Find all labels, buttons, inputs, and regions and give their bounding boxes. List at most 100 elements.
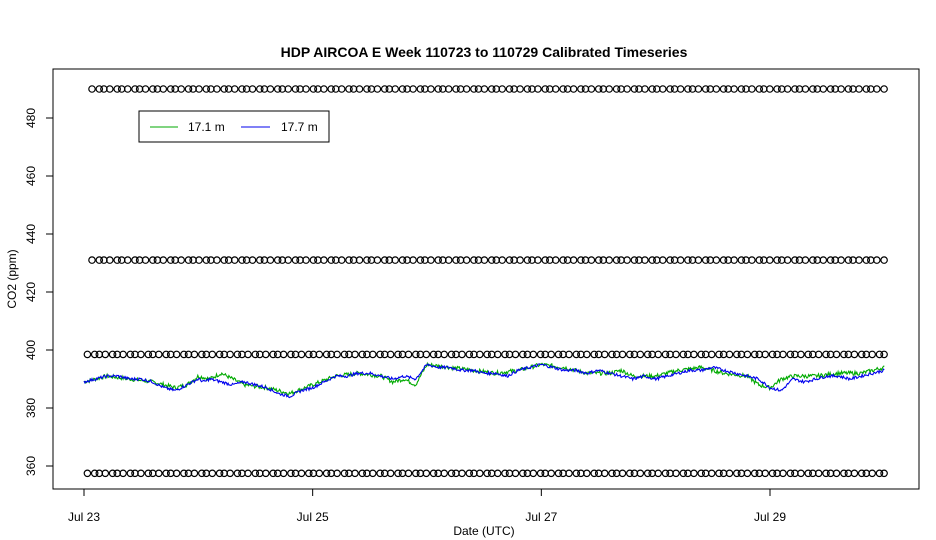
point-calibration-upper-106	[719, 256, 728, 264]
point-calibration-top-111	[748, 85, 756, 93]
point-calibration-upper-76	[541, 256, 550, 264]
series-lines	[83, 361, 885, 399]
point-calibration-bottom-112	[750, 469, 759, 478]
point-calibration-bottom-36	[297, 469, 306, 478]
point-calibration-lower-60	[440, 350, 449, 359]
point-calibration-top-64	[470, 85, 478, 93]
point-calibration-bottom-87	[600, 469, 609, 478]
point-calibration-lower-84	[582, 350, 591, 359]
point-calibration-bottom-96	[654, 469, 663, 478]
point-calibration-lower-87	[600, 350, 609, 359]
point-calibration-lower-76	[536, 350, 545, 359]
point-calibration-bottom-9	[137, 469, 145, 478]
point-calibration-upper-66	[480, 256, 489, 264]
point-calibration-top-96	[658, 85, 667, 93]
point-calibration-lower-42	[333, 350, 341, 359]
point-calibration-upper-64	[470, 256, 478, 264]
point-calibration-bottom-133	[875, 469, 884, 478]
point-calibration-top-28	[255, 85, 264, 93]
point-calibration-lower-25	[233, 350, 242, 359]
legend-label-17-7: 17.7 m	[281, 120, 318, 134]
point-calibration-top-21	[213, 85, 221, 93]
point-calibration-lower-106	[715, 350, 723, 359]
point-calibration-upper-73	[523, 256, 532, 264]
point-calibration-bottom-6	[119, 469, 127, 478]
point-calibration-upper-70	[505, 256, 514, 264]
point-calibration-lower-67	[483, 350, 491, 359]
point-calibration-upper-16	[184, 256, 193, 264]
point-calibration-lower-127	[840, 350, 848, 359]
point-calibration-upper-31	[273, 256, 282, 264]
point-calibration-bottom-61	[447, 469, 456, 478]
point-calibration-upper-78	[551, 256, 560, 264]
point-calibration-upper-75	[534, 256, 542, 264]
point-calibration-bottom-121	[804, 469, 813, 478]
point-calibration-upper-54	[409, 256, 417, 264]
point-calibration-lower-57	[422, 350, 431, 359]
legend-label-17-1: 17.1 m	[188, 120, 225, 134]
point-calibration-bottom-129	[850, 469, 859, 478]
point-calibration-upper-102	[694, 256, 703, 264]
point-calibration-bottom-75	[529, 469, 538, 478]
point-calibration-top-9	[141, 85, 150, 93]
point-calibration-upper-133	[880, 256, 888, 264]
point-calibration-bottom-48	[368, 469, 377, 478]
point-calibration-bottom-1	[90, 469, 99, 478]
point-calibration-bottom-78	[547, 469, 556, 478]
point-calibration-top-54	[409, 85, 417, 93]
point-calibration-bottom-91	[625, 469, 634, 478]
point-calibration-upper-79	[559, 256, 567, 264]
point-calibration-bottom-39	[315, 469, 324, 478]
point-calibration-upper-39	[320, 256, 328, 264]
point-calibration-lower-126	[832, 350, 841, 359]
point-calibration-bottom-66	[475, 469, 484, 478]
point-calibration-upper-112	[755, 256, 764, 264]
point-calibration-upper-96	[658, 256, 667, 264]
y-tick-label-380: 380	[24, 398, 38, 418]
point-calibration-bottom-34	[287, 469, 295, 478]
point-calibration-bottom-16	[180, 469, 188, 478]
point-calibration-upper-0	[88, 256, 96, 264]
point-calibration-top-19	[202, 85, 211, 93]
point-calibration-bottom-49	[376, 469, 384, 478]
point-calibration-top-49	[380, 85, 389, 93]
point-calibration-bottom-79	[554, 469, 563, 478]
point-calibration-bottom-102	[690, 469, 698, 478]
point-calibration-lower-82	[572, 350, 581, 359]
point-calibration-top-118	[791, 85, 799, 93]
point-calibration-top-112	[755, 85, 764, 93]
point-calibration-upper-30	[266, 256, 275, 264]
point-calibration-bottom-105	[707, 469, 716, 478]
point-calibration-lower-124	[822, 350, 830, 359]
point-calibration-upper-72	[516, 256, 524, 264]
point-calibration-lower-69	[493, 350, 502, 359]
point-calibration-top-66	[480, 85, 489, 93]
point-calibration-lower-72	[511, 350, 520, 359]
point-calibration-bottom-55	[411, 469, 420, 478]
point-calibration-lower-33	[279, 350, 288, 359]
point-calibration-top-97	[666, 85, 674, 93]
point-calibration-upper-88	[612, 256, 621, 264]
point-calibration-upper-121	[808, 256, 817, 264]
point-calibration-bottom-43	[340, 469, 349, 478]
point-calibration-lower-133	[875, 350, 884, 359]
point-calibration-upper-10	[149, 256, 157, 264]
point-calibration-bottom-99	[672, 469, 680, 478]
point-calibration-bottom-15	[172, 469, 181, 478]
point-calibration-upper-99	[676, 256, 685, 264]
point-calibration-top-82	[577, 85, 585, 93]
point-calibration-top-79	[559, 85, 567, 93]
point-calibration-upper-51	[391, 256, 400, 264]
point-calibration-upper-25	[238, 256, 246, 264]
point-calibration-bottom-124	[822, 469, 830, 478]
point-calibration-bottom-120	[797, 469, 805, 478]
point-calibration-bottom-12	[155, 469, 163, 478]
point-calibration-bottom-63	[458, 469, 466, 478]
point-calibration-top-105	[712, 85, 721, 93]
point-calibration-lower-102	[690, 350, 698, 359]
point-calibration-upper-120	[801, 256, 810, 264]
point-calibration-lower-0	[83, 350, 92, 359]
point-calibration-bottom-118	[786, 469, 795, 478]
point-calibration-top-34	[291, 85, 300, 93]
point-calibration-lower-78	[547, 350, 556, 359]
